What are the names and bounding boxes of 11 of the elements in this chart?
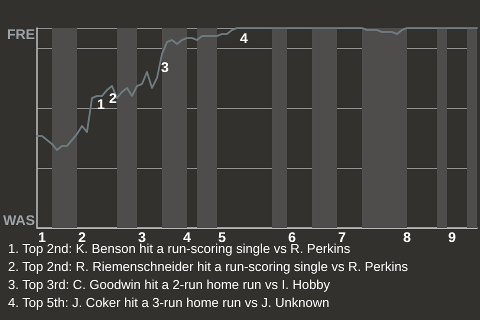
text: 2. Top 2nd: R. Riemenschneider hit a run-scoring single vs R. Perkins [8,259,409,274]
annotation: 1 [97,96,105,112]
text: 3. Top 3rd: C. Goodwin hit a 2-run home run vs I. Hobby [8,277,331,292]
text: 4. Top 5th: J. Coker hit a 3-run home run vs J. Unknown [8,295,330,310]
annotation: 3 [161,59,169,75]
text: WAS [3,212,35,228]
x-tick-label: 8 [403,229,412,245]
annotation: 4 [240,30,248,46]
annotation: 2 [109,90,117,106]
text: FRE [7,26,35,42]
x-tick-label: 9 [448,229,456,245]
